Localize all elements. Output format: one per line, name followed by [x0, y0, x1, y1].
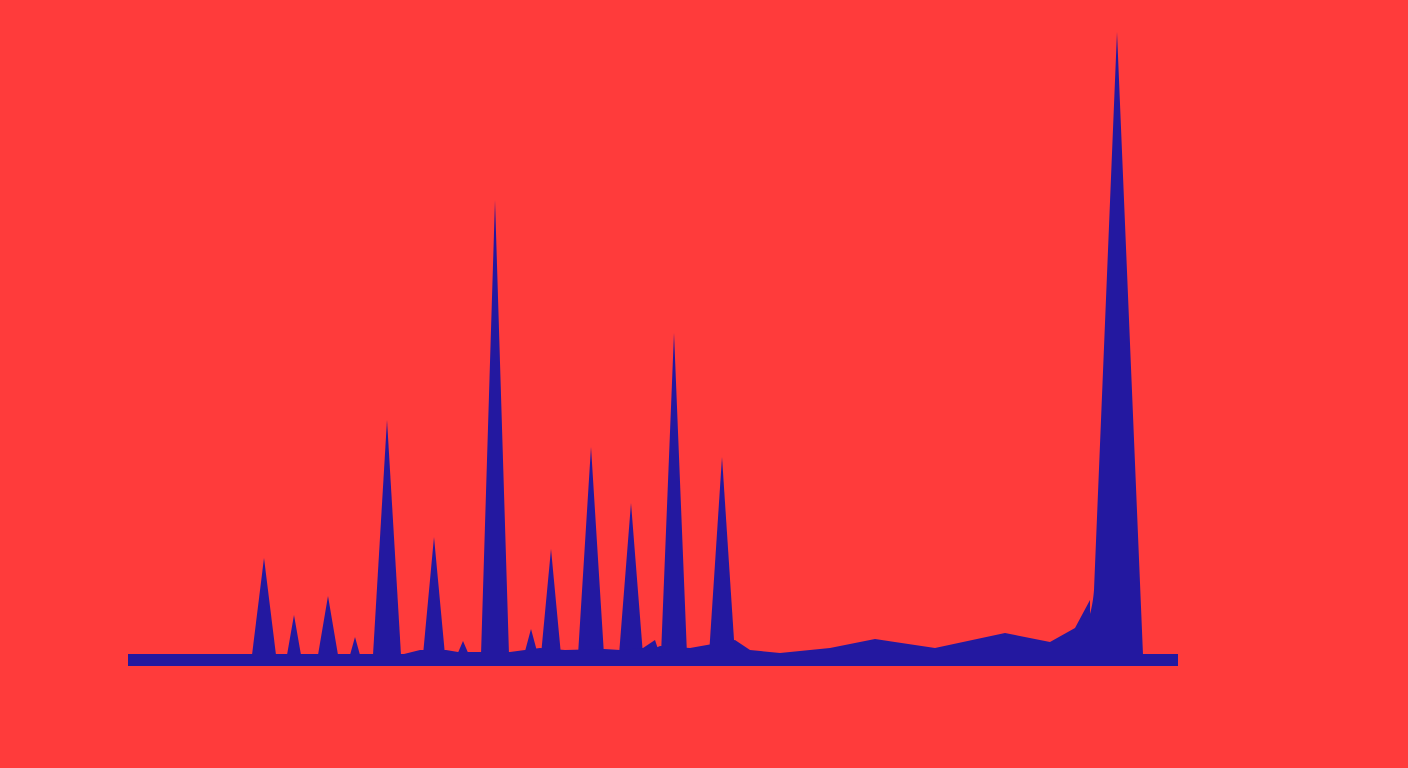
spike-01: [252, 558, 276, 655]
spike-02: [287, 615, 301, 655]
spike-09: [524, 629, 538, 655]
spike-06: [423, 537, 445, 655]
spike-10: [541, 549, 561, 655]
spike-11: [578, 447, 604, 655]
spike-05: [373, 420, 401, 655]
base-ripples: [400, 640, 660, 655]
spike-08: [481, 200, 509, 655]
ground-band: [128, 654, 1178, 666]
spike-12: [619, 503, 643, 655]
spike-15: [1060, 32, 1143, 655]
spike-14: [709, 457, 735, 655]
spike-03: [318, 596, 338, 655]
spike-07: [457, 641, 469, 655]
spike-13: [661, 333, 687, 655]
spike-04: [350, 637, 360, 655]
base-undulation: [640, 600, 1090, 655]
